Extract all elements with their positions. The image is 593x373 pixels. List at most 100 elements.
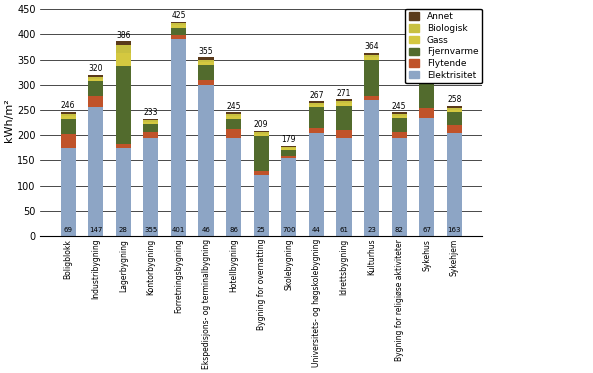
Bar bbox=[364, 54, 379, 57]
Bar bbox=[336, 103, 352, 106]
Bar bbox=[88, 79, 103, 81]
Bar bbox=[199, 80, 213, 85]
Bar bbox=[144, 119, 158, 120]
Bar bbox=[254, 131, 269, 132]
Bar bbox=[144, 122, 158, 124]
Bar bbox=[116, 148, 131, 236]
Text: 61: 61 bbox=[339, 227, 349, 233]
Bar bbox=[281, 147, 296, 148]
Bar bbox=[419, 74, 434, 76]
Bar bbox=[391, 114, 407, 116]
Bar bbox=[144, 132, 158, 138]
Bar bbox=[199, 85, 213, 236]
Bar bbox=[391, 117, 407, 132]
Bar bbox=[364, 53, 379, 54]
Bar bbox=[447, 106, 462, 108]
Bar bbox=[336, 130, 352, 138]
Bar bbox=[336, 138, 352, 236]
Bar bbox=[226, 119, 241, 129]
Bar bbox=[144, 120, 158, 122]
Bar bbox=[309, 103, 324, 105]
Bar bbox=[391, 138, 407, 236]
Bar bbox=[226, 138, 241, 236]
Text: 46: 46 bbox=[202, 227, 211, 233]
Text: 245: 245 bbox=[392, 102, 406, 111]
Bar bbox=[309, 133, 324, 236]
Text: 271: 271 bbox=[337, 89, 351, 98]
Bar bbox=[226, 116, 241, 119]
Bar bbox=[60, 148, 76, 236]
Text: 322: 322 bbox=[420, 63, 434, 72]
Bar bbox=[447, 113, 462, 125]
Bar bbox=[88, 77, 103, 79]
Bar bbox=[254, 134, 269, 136]
Bar bbox=[254, 136, 269, 172]
Bar bbox=[254, 172, 269, 175]
Text: 401: 401 bbox=[172, 227, 185, 233]
Bar bbox=[336, 101, 352, 103]
Bar bbox=[88, 96, 103, 107]
Bar bbox=[226, 114, 241, 116]
Bar bbox=[60, 134, 76, 148]
Bar bbox=[171, 40, 186, 236]
Bar bbox=[336, 99, 352, 101]
Bar bbox=[447, 110, 462, 113]
Bar bbox=[60, 119, 76, 134]
Bar bbox=[171, 22, 186, 23]
Bar bbox=[116, 53, 131, 66]
Text: 355: 355 bbox=[199, 47, 213, 56]
Bar bbox=[281, 150, 296, 156]
Bar bbox=[116, 144, 131, 148]
Bar bbox=[88, 107, 103, 236]
Text: 233: 233 bbox=[144, 108, 158, 117]
Bar bbox=[309, 101, 324, 103]
Bar bbox=[116, 66, 131, 144]
Bar bbox=[116, 46, 131, 53]
Bar bbox=[364, 96, 379, 100]
Bar bbox=[171, 28, 186, 35]
Bar bbox=[281, 146, 296, 147]
Bar bbox=[144, 124, 158, 132]
Bar bbox=[419, 76, 434, 78]
Bar bbox=[419, 117, 434, 236]
Text: 147: 147 bbox=[89, 227, 103, 233]
Text: 179: 179 bbox=[282, 135, 296, 144]
Bar bbox=[281, 148, 296, 150]
Bar bbox=[364, 60, 379, 96]
Bar bbox=[226, 129, 241, 138]
Bar bbox=[281, 158, 296, 236]
Text: 67: 67 bbox=[422, 227, 431, 233]
Bar bbox=[309, 107, 324, 128]
Bar bbox=[364, 57, 379, 60]
Bar bbox=[419, 78, 434, 81]
Bar bbox=[171, 35, 186, 40]
Text: 69: 69 bbox=[63, 227, 72, 233]
Bar bbox=[447, 125, 462, 133]
Bar bbox=[419, 109, 434, 117]
Bar bbox=[309, 105, 324, 107]
Bar bbox=[447, 133, 462, 236]
Text: 320: 320 bbox=[88, 64, 103, 73]
Bar bbox=[281, 156, 296, 158]
Text: 245: 245 bbox=[227, 102, 241, 111]
Bar bbox=[254, 132, 269, 134]
Text: 82: 82 bbox=[395, 227, 404, 233]
Text: 355: 355 bbox=[144, 227, 158, 233]
Bar bbox=[254, 175, 269, 236]
Bar bbox=[391, 116, 407, 117]
Bar bbox=[199, 57, 213, 60]
Bar bbox=[391, 113, 407, 114]
Text: 425: 425 bbox=[171, 11, 186, 20]
Bar bbox=[60, 116, 76, 119]
Y-axis label: kWh/m²: kWh/m² bbox=[4, 98, 14, 142]
Text: 258: 258 bbox=[447, 95, 461, 104]
Bar bbox=[364, 100, 379, 236]
Legend: Annet, Biologisk, Gass, Fjernvarme, Flytende, Elektrisitet: Annet, Biologisk, Gass, Fjernvarme, Flyt… bbox=[405, 9, 482, 84]
Text: 386: 386 bbox=[116, 31, 130, 40]
Bar bbox=[391, 132, 407, 138]
Bar bbox=[309, 128, 324, 133]
Bar bbox=[199, 60, 213, 62]
Bar bbox=[116, 41, 131, 46]
Bar bbox=[199, 65, 213, 80]
Text: 28: 28 bbox=[119, 227, 127, 233]
